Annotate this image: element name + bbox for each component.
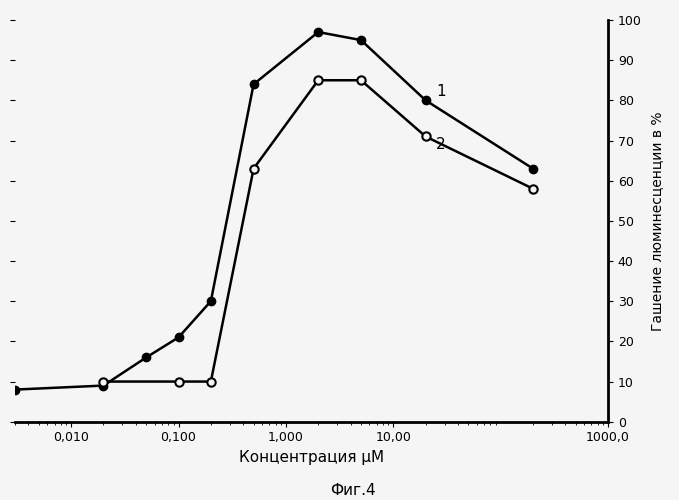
Text: Фиг.4: Фиг.4 [330, 483, 376, 498]
Y-axis label: Гашение люминесценции в %: Гашение люминесценции в % [650, 111, 664, 330]
Text: 2: 2 [436, 136, 445, 152]
X-axis label: Концентрация μM: Концентрация μM [239, 450, 384, 465]
Text: 1: 1 [436, 84, 445, 100]
